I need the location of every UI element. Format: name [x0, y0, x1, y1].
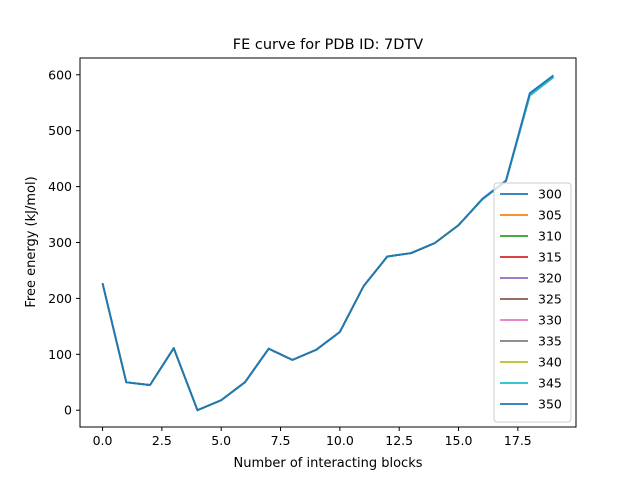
axis-ticks: 0.0 2.5 5.0 7.5 10.0 12.5 15.0 17.5 0 100 200 300 40… [48, 67, 532, 448]
y-tick-label: 400 [48, 179, 72, 194]
plot-area [101, 74, 555, 412]
y-tick-label: 500 [48, 123, 72, 138]
series-line-345 [101, 76, 555, 412]
x-tick-label: 2.5 [152, 433, 172, 448]
legend-label-310: 310 [538, 229, 562, 244]
series-line-335 [101, 76, 555, 412]
x-tick-label: 12.5 [385, 433, 413, 448]
legend-label-325: 325 [538, 292, 562, 307]
x-tick-label: 15.0 [445, 433, 473, 448]
x-tick-label: 0.0 [93, 433, 113, 448]
x-tick-label: 7.5 [271, 433, 291, 448]
series-line-330 [101, 76, 555, 412]
legend-label-335: 335 [538, 334, 562, 349]
legend-label-305: 305 [538, 208, 562, 223]
y-tick-label: 300 [48, 235, 72, 250]
legend: 300 305 310 315 320 325 330 335 340 345 350 [493, 182, 572, 423]
x-axis-label: Number of interacting blocks [233, 456, 422, 471]
legend-label-345: 345 [538, 376, 562, 391]
x-tick-label: 5.0 [211, 433, 231, 448]
series-line-310 [101, 76, 555, 412]
series-line-320 [101, 76, 555, 412]
legend-label-300: 300 [538, 187, 562, 202]
series-line-315 [101, 76, 555, 412]
series-line-340 [101, 76, 555, 412]
y-tick-label: 0 [64, 403, 72, 418]
axes-frame [79, 57, 577, 428]
chart-title: FE curve for PDB ID: 7DTV [233, 37, 424, 53]
series-line-300 [101, 76, 555, 412]
y-axis-label: Free energy (kJ/mol) [24, 176, 39, 307]
series-line-325 [101, 76, 555, 412]
series-line-305 [101, 76, 555, 412]
x-tick-label: 10.0 [326, 433, 354, 448]
series-line-350 [101, 74, 554, 412]
legend-label-330: 330 [538, 313, 562, 328]
legend-label-340: 340 [538, 355, 562, 370]
legend-label-315: 315 [538, 250, 562, 265]
x-tick-label: 17.5 [504, 433, 532, 448]
y-tick-label: 600 [48, 67, 72, 82]
y-tick-label: 100 [48, 347, 72, 362]
y-tick-label: 200 [48, 291, 72, 306]
legend-label-350: 350 [538, 397, 562, 412]
legend-label-320: 320 [538, 271, 562, 286]
